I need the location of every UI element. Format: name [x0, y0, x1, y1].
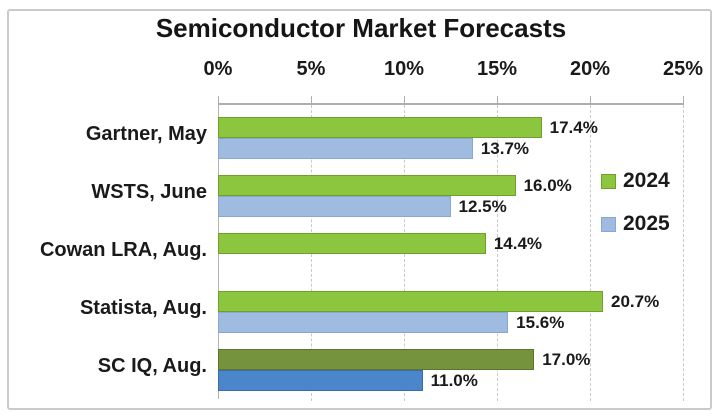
category-label: Gartner, May — [85, 123, 207, 145]
bar-2024 — [218, 175, 516, 196]
bar-2025 — [218, 138, 473, 159]
gridline — [590, 105, 591, 401]
legend-swatch-2025 — [601, 217, 616, 232]
bar-value-label: 17.4% — [549, 118, 598, 137]
x-tick-mark — [218, 96, 219, 104]
category-label: Cowan LRA, Aug. — [39, 239, 207, 261]
x-axis-line — [218, 103, 684, 105]
category-label: Statista, Aug. — [79, 297, 207, 319]
x-tick-label: 15% — [476, 58, 518, 80]
x-tick-mark — [311, 96, 312, 104]
bar-2025 — [218, 370, 423, 391]
bar-value-label: 15.6% — [516, 313, 565, 332]
chart-title: Semiconductor Market Forecasts — [155, 13, 567, 43]
bar-2025 — [218, 196, 451, 217]
x-tick-label: 5% — [296, 58, 326, 80]
bar-2024 — [218, 233, 486, 254]
x-tick-mark — [590, 96, 591, 104]
bar-2024 — [218, 349, 535, 370]
x-tick-mark — [497, 96, 498, 104]
bar-value-label: 14.4% — [493, 234, 543, 253]
bar-2024 — [218, 117, 542, 138]
x-tick-label: 20% — [569, 58, 611, 80]
gridline — [683, 105, 684, 401]
bar-2025 — [218, 312, 509, 333]
bar-value-label: 20.7% — [611, 292, 660, 311]
bar-value-label: 17.0% — [542, 350, 591, 369]
x-tick-label: 0% — [203, 58, 233, 80]
bar-value-label: 16.0% — [523, 176, 572, 195]
bar-value-label: 11.0% — [430, 371, 478, 390]
legend-label-2025: 2025 — [623, 212, 670, 235]
x-tick-label: 25% — [662, 58, 704, 80]
x-tick-mark — [683, 96, 684, 104]
gridline — [497, 105, 498, 401]
category-label: SC IQ, Aug. — [97, 355, 207, 377]
x-tick-mark — [404, 96, 405, 104]
bar-value-label: 12.5% — [458, 197, 507, 216]
category-label: WSTS, June — [91, 181, 207, 203]
bar-2024 — [218, 291, 604, 312]
x-tick-label: 10% — [383, 58, 425, 80]
legend-label-2024: 2024 — [623, 169, 670, 192]
legend-swatch-2024 — [601, 174, 616, 189]
bar-value-label: 13.7% — [480, 139, 530, 158]
